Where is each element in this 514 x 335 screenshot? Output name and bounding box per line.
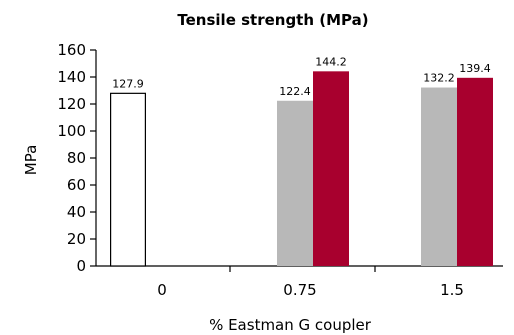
data-label: 144.2 <box>315 55 347 68</box>
data-label: 127.9 <box>112 77 144 90</box>
y-tick-label: 60 <box>67 176 86 194</box>
bars <box>109 71 493 267</box>
bar <box>277 100 313 266</box>
data-label: 132.2 <box>423 72 455 85</box>
y-tick-label: 0 <box>76 257 86 275</box>
y-tick-label: 120 <box>57 95 86 113</box>
x-tick-label: 0 <box>157 281 167 299</box>
x-tick-label: 1.5 <box>440 281 464 299</box>
bar <box>457 77 493 266</box>
data-label: 139.4 <box>459 62 491 75</box>
y-tick-label: 100 <box>57 122 86 140</box>
y-tick-label: 20 <box>67 230 86 248</box>
y-tick-label: 80 <box>67 149 86 167</box>
x-tick-label: 0.75 <box>283 281 316 299</box>
chart-title: Tensile strength (MPa) <box>177 11 368 29</box>
bar <box>313 71 349 266</box>
y-axis-label: MPa <box>22 145 40 176</box>
data-labels: 127.9 122.4 144.2 132.2 139.4 <box>112 55 491 97</box>
axes: 0 20 40 60 80 100 120 140 160 0 0.75 1.5 <box>57 41 503 299</box>
x-axis-label: % Eastman G coupler <box>209 316 372 334</box>
y-tick-label: 40 <box>67 203 86 221</box>
y-tick-label: 160 <box>57 41 86 59</box>
y-tick-label: 140 <box>57 68 86 86</box>
bar <box>421 87 457 266</box>
data-label: 122.4 <box>279 85 311 98</box>
bar <box>109 92 146 267</box>
